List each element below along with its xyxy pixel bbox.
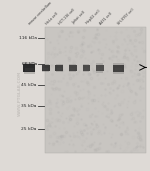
Bar xyxy=(97,68,103,70)
Bar xyxy=(83,71,90,73)
Text: 66 kDa: 66 kDa xyxy=(21,62,37,66)
Bar xyxy=(96,71,103,73)
Text: mouse cerebellum: mouse cerebellum xyxy=(28,1,53,25)
Text: A431 cell: A431 cell xyxy=(98,11,112,25)
Bar xyxy=(84,68,89,70)
Bar xyxy=(23,64,35,72)
Bar xyxy=(113,65,124,72)
Bar xyxy=(83,65,90,71)
Bar xyxy=(42,65,50,71)
Text: HeLa cell: HeLa cell xyxy=(44,11,58,25)
Text: HepG2 cell: HepG2 cell xyxy=(85,9,101,25)
Bar xyxy=(45,27,146,153)
Bar xyxy=(42,71,49,73)
Bar xyxy=(83,64,90,65)
Bar xyxy=(69,71,76,73)
Bar xyxy=(25,68,34,71)
Bar xyxy=(55,65,63,71)
Text: 35 kDa: 35 kDa xyxy=(21,104,37,108)
Text: WWW.PTGLAB.COM: WWW.PTGLAB.COM xyxy=(18,70,21,116)
Bar xyxy=(24,62,35,64)
Bar xyxy=(96,63,103,65)
Bar xyxy=(96,65,104,71)
Bar xyxy=(69,65,77,71)
Text: 45 kDa: 45 kDa xyxy=(21,83,37,87)
Bar xyxy=(43,68,48,70)
Bar xyxy=(113,63,124,65)
Bar xyxy=(42,64,49,65)
Text: Jurkat cell: Jurkat cell xyxy=(71,11,86,25)
Text: HCT-116 cell: HCT-116 cell xyxy=(58,8,76,25)
Bar xyxy=(69,64,76,65)
Text: 25 kDa: 25 kDa xyxy=(21,127,37,131)
Bar xyxy=(56,64,63,65)
Bar xyxy=(113,72,124,74)
Bar xyxy=(56,71,63,73)
Bar xyxy=(115,68,122,70)
Bar xyxy=(70,68,75,70)
Bar xyxy=(57,68,62,70)
Bar xyxy=(24,72,35,74)
Text: 116 kDa: 116 kDa xyxy=(19,36,37,40)
Text: SH-SY5Y cell: SH-SY5Y cell xyxy=(117,7,135,25)
